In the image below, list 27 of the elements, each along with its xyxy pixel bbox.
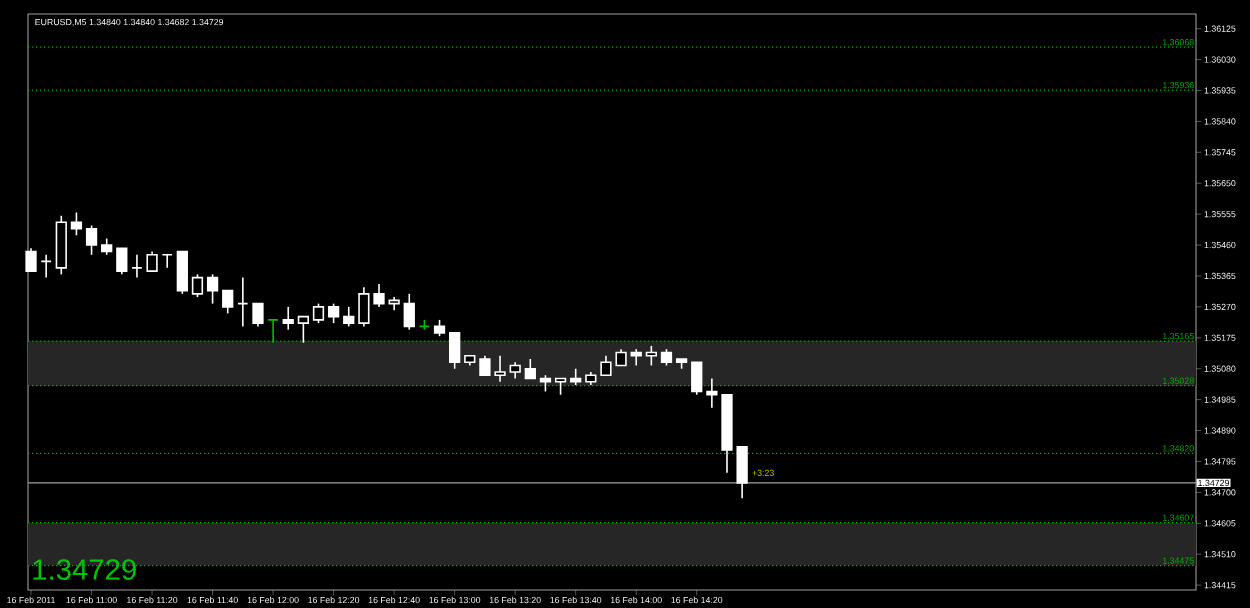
candlestick <box>161 254 173 269</box>
candlestick <box>282 306 294 331</box>
candlestick <box>297 315 309 344</box>
candlestick <box>25 247 37 272</box>
candlestick <box>524 358 536 380</box>
candlestick <box>267 319 279 344</box>
candlestick <box>85 224 98 256</box>
candlestick <box>691 361 703 396</box>
annotation: 1.34729 <box>33 559 136 580</box>
candlestick <box>70 211 83 237</box>
candlestick <box>327 302 340 324</box>
candlestick <box>116 247 128 276</box>
candlestick <box>252 302 264 328</box>
candlestick <box>55 214 67 276</box>
candlestick <box>343 306 355 328</box>
candlestick <box>176 250 188 295</box>
candlestick <box>146 250 158 272</box>
candlestick <box>449 332 461 370</box>
candlestick <box>222 289 234 315</box>
candlestick <box>237 276 249 328</box>
candlestick <box>403 293 415 331</box>
candlestick <box>206 273 219 305</box>
candlestick <box>645 345 657 367</box>
candlestick <box>131 254 143 279</box>
candlestick <box>40 254 52 279</box>
candlestick <box>191 273 204 298</box>
candlestick <box>312 302 325 324</box>
